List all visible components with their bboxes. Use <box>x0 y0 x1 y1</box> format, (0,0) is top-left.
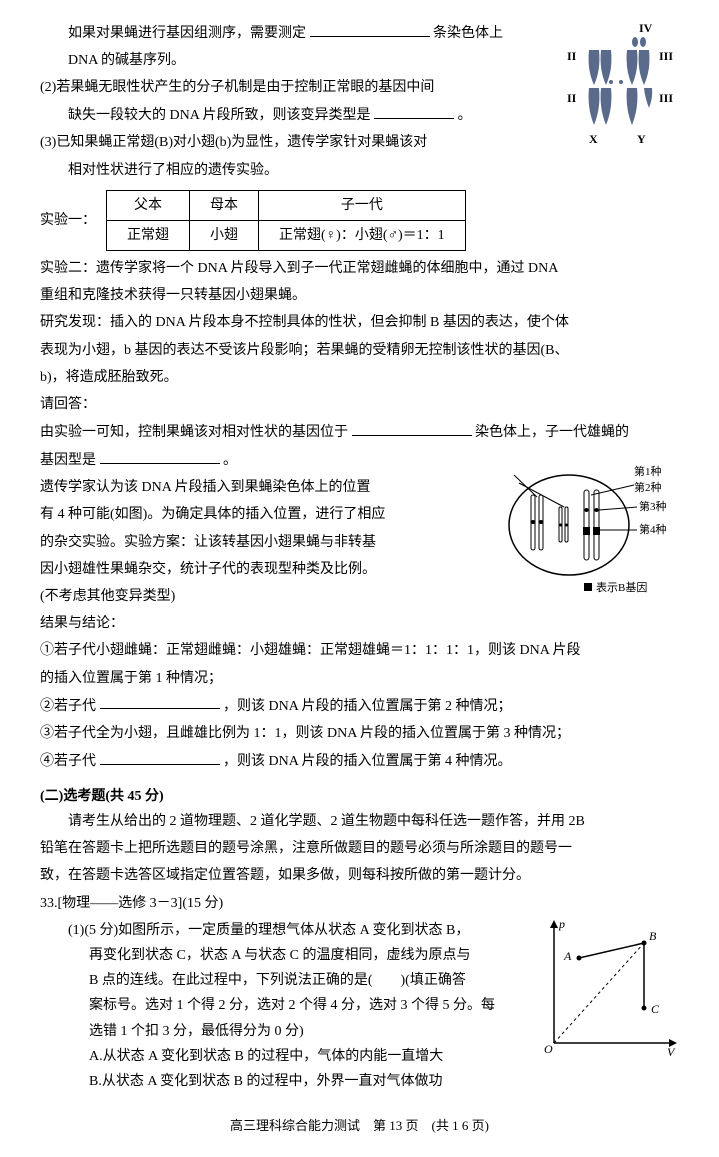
result1-line2: 的插入位置属于第 1 种情况； <box>40 666 679 691</box>
blank-3 <box>352 419 472 436</box>
svg-text:B: B <box>649 929 657 943</box>
text: 条染色体上 <box>433 26 503 41</box>
genetics-line5: (不考虑其他变异类型) <box>40 584 679 609</box>
experiment-table: 父本 母本 子一代 正常翅 小翅 正常翅(♀)：小翅(♂)＝1：1 <box>106 190 466 251</box>
research-line3: b)，将造成胚胎致死。 <box>40 365 679 390</box>
text: ④若子代 <box>40 754 96 769</box>
text: 。 <box>223 453 237 468</box>
table-cell: 小翅 <box>190 220 259 250</box>
experiment-label: 实验一： <box>40 208 96 233</box>
section2-desc3: 致，在答题卡选答区域指定位置答题，如果多做，则每科按所做的第一题计分。 <box>40 863 679 888</box>
genetics-line1: 遗传学家认为该 DNA 片段插入到果蝇染色体上的位置 <box>40 475 679 500</box>
blank-6 <box>100 748 220 765</box>
result4: ④若子代 ，则该 DNA 片段的插入位置属于第 4 种情况。 <box>40 748 679 774</box>
text: 。 <box>458 108 472 123</box>
text: ②若子代 <box>40 698 96 713</box>
result-label: 结果与结论： <box>40 611 679 636</box>
text: ，则该 DNA 片段的插入位置属于第 2 种情况； <box>223 698 512 713</box>
result3: ③若子代全为小翅，且雌雄比例为 1：1，则该 DNA 片段的插入位置属于第 3 … <box>40 721 679 746</box>
text: 相对性状进行了相应的遗传实验。 <box>68 163 278 178</box>
svg-text:Y: Y <box>637 132 646 146</box>
section2-desc2: 铅笔在答题卡上把所选题目的题号涂黑，注意所做题目的题号必须与所涂题目的题号一 <box>40 836 679 861</box>
blank-2 <box>374 102 454 119</box>
svg-text:C: C <box>651 1002 660 1016</box>
table-cell: 正常翅(♀)：小翅(♂)＝1：1 <box>259 220 466 250</box>
genetics-line4: 因小翅雄性果蝇杂交，统计子代的表现型种类及比例。 <box>40 557 679 582</box>
section2-header: (二)选考题(共 45 分) <box>40 784 679 809</box>
blank-5 <box>100 693 220 710</box>
genetics-line2: 有 4 种可能(如图)。为确定具体的插入位置，进行了相应 <box>40 502 679 527</box>
svg-text:II: II <box>567 91 577 105</box>
genetics-line3: 的杂交实验。实验方案：让该转基因小翅果蝇与非转基 <box>40 530 679 555</box>
chromosome-diagram: IV II III II III X Y <box>559 20 679 150</box>
exp2-line2: 重组和克隆技术获得一只转基因小翅果蝇。 <box>40 283 679 308</box>
result1: ①若子代小翅雌蝇：正常翅雌蝇：小翅雄蝇：正常翅雄蝇＝1：1：1：1，则该 DNA… <box>40 638 679 663</box>
table-row: 正常翅 小翅 正常翅(♀)：小翅(♂)＝1：1 <box>107 220 466 250</box>
text: (3)已知果蝇正常翅(B)对小翅(b)为显性，遗传学家针对果蝇该对 <box>40 135 427 150</box>
blank-4 <box>100 447 220 464</box>
please-answer: 请回答： <box>40 392 679 417</box>
svg-text:O: O <box>544 1042 553 1056</box>
text: 基因型是 <box>40 453 96 468</box>
research-line1: 研究发现：插入的 DNA 片段本身不控制具体的性状，但会抑制 B 基因的表达，使… <box>40 310 679 335</box>
svg-text:X: X <box>589 132 598 146</box>
svg-text:III: III <box>659 49 673 63</box>
q33-B: B.从状态 A 变化到状态 B 的过程中，外界一直对气体做功 <box>89 1069 679 1094</box>
table-cell: 子一代 <box>259 190 466 220</box>
result2: ②若子代 ，则该 DNA 片段的插入位置属于第 2 种情况； <box>40 693 679 719</box>
table-row: 父本 母本 子一代 <box>107 190 466 220</box>
table-cell: 父本 <box>107 190 190 220</box>
svg-text:II: II <box>567 49 577 63</box>
text: ，则该 DNA 片段的插入位置属于第 4 种情况。 <box>223 754 512 769</box>
text: 染色体上，子一代雄蝇的 <box>475 425 629 440</box>
text: 缺失一段较大的 DNA 片段所致，则该变异类型是 <box>68 108 371 123</box>
exp2-line1: 实验二：遗传学家将一个 DNA 片段导入到子一代正常翅雌蝇的体细胞中，通过 DN… <box>40 256 679 281</box>
research-line2: 表现为小翅，b 基因的表达不受该片段影响；若果蝇的受精卵无控制该性状的基因(B、 <box>40 338 679 363</box>
svg-text:p: p <box>558 918 565 931</box>
page-footer: 高三理科综合能力测试 第 13 页 (共 1 6 页) <box>40 1114 679 1137</box>
svg-text:IV: IV <box>639 21 653 35</box>
q33-header: 33.[物理——选修 3－3](15 分) <box>40 891 679 916</box>
svg-text:A: A <box>563 949 572 963</box>
answer1: 由实验一可知，控制果蝇该对相对性状的基因位于 染色体上，子一代雄蝇的 <box>40 419 679 445</box>
experiment-table-container: 实验一： 父本 母本 子一代 正常翅 小翅 正常翅(♀)：小翅(♂)＝1：1 <box>40 190 679 251</box>
text: 由实验一可知，控制果蝇该对相对性状的基因位于 <box>40 425 348 440</box>
svg-text:III: III <box>659 91 673 105</box>
blank-1 <box>310 20 430 37</box>
text: 如果对果蝇进行基因组测序，需要测定 <box>68 26 306 41</box>
text: DNA 的碱基序列。 <box>68 53 185 68</box>
section2-desc1: 请考生从给出的 2 道物理题、2 道化学题、2 道生物题中每科任选一题作答，并用… <box>40 809 679 834</box>
table-cell: 正常翅 <box>107 220 190 250</box>
svg-text:V: V <box>667 1045 676 1058</box>
text: (2)若果蝇无眼性状产生的分子机制是由于控制正常眼的基因中间 <box>40 80 434 95</box>
paragraph-5: 相对性状进行了相应的遗传实验。 <box>40 158 679 183</box>
physics-diagram: p O V A B C <box>539 918 679 1058</box>
table-cell: 母本 <box>190 190 259 220</box>
